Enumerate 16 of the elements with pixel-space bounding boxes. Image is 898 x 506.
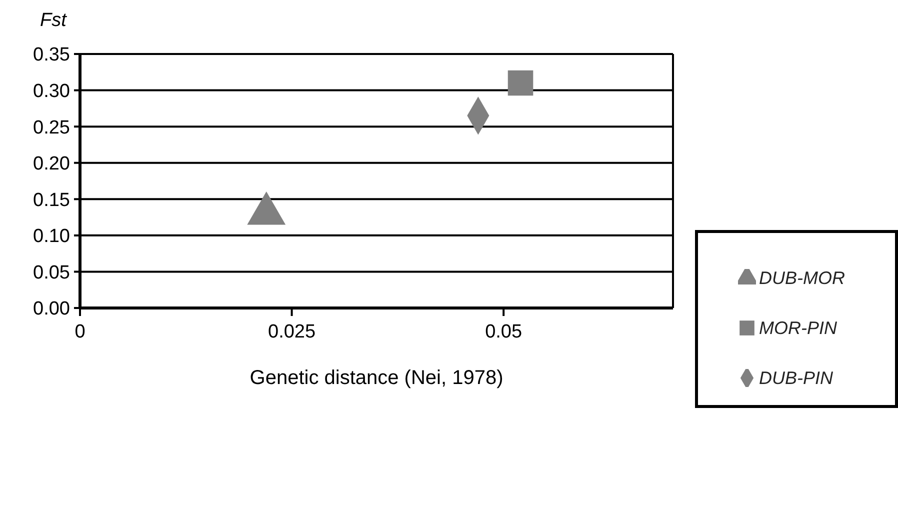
y-tick-label: 0.00	[33, 298, 70, 320]
x-tick-label: 0.05	[485, 321, 522, 342]
x-tick-label: 0.025	[268, 321, 316, 342]
y-tick-label: 0.25	[33, 117, 70, 138]
y-tick-label: 0.30	[33, 81, 70, 102]
x-axis-title: Genetic distance (Nei, 1978)	[250, 367, 504, 390]
y-tick-label: 0.15	[33, 190, 70, 211]
legend-label: DUB-PIN	[759, 368, 834, 388]
y-tick-label: 0.10	[33, 226, 70, 248]
legend-label: MOR-PIN	[759, 318, 837, 338]
y-tick-label: 0.05	[33, 262, 70, 284]
y-tick-label: 0.35	[33, 44, 70, 66]
x-tick-label: 0	[74, 321, 86, 342]
y-axis-title: Fst	[40, 10, 66, 32]
y-tick-label: 0.20	[33, 154, 70, 175]
legend-label: DUB-MOR	[759, 268, 845, 288]
